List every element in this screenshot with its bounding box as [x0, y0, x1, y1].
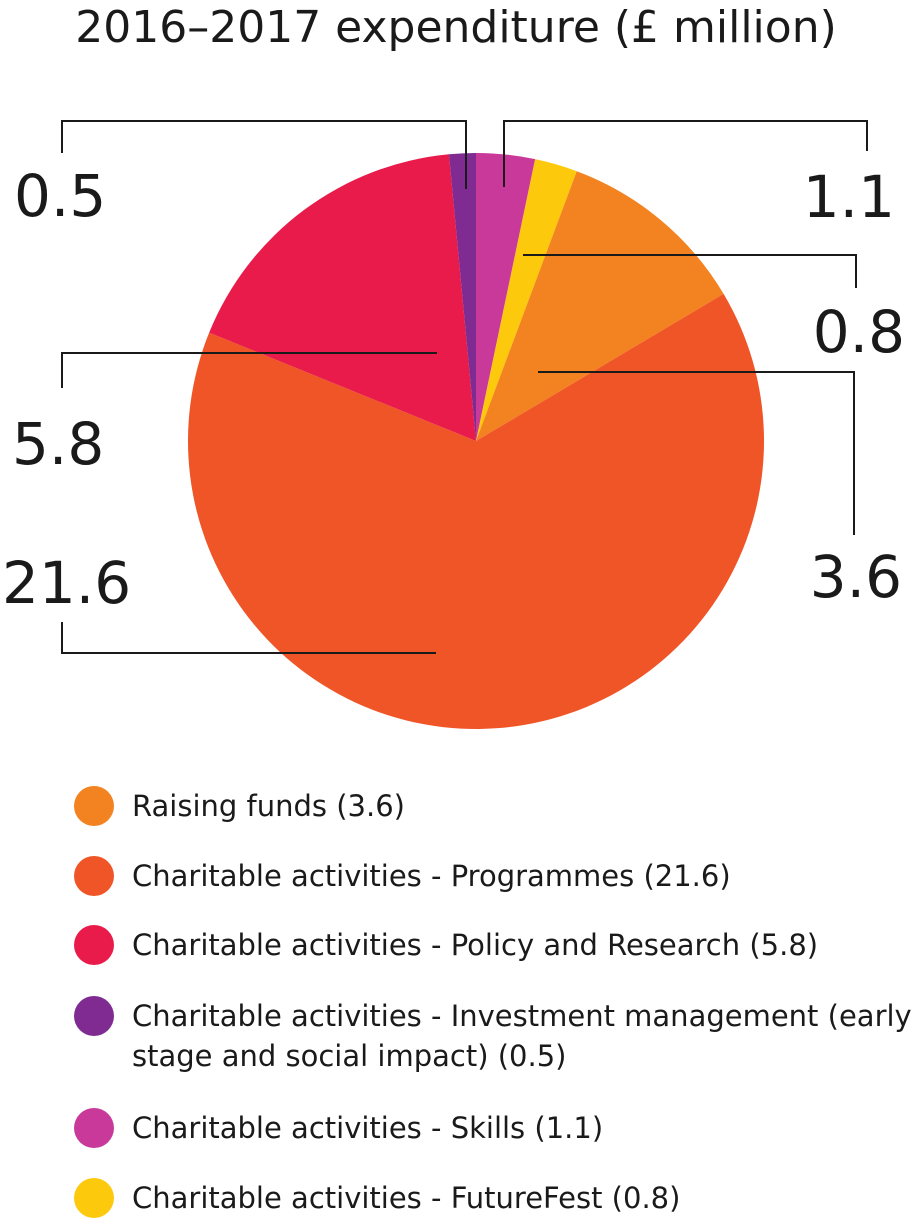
pie-slice-2	[476, 171, 724, 441]
legend-item: Charitable activities - FutureFest (0.8)	[74, 1178, 912, 1218]
legend-label: Charitable activities - Skills (1.1)	[132, 1111, 604, 1145]
leader-line-4	[61, 352, 437, 388]
legend-swatch	[74, 925, 114, 965]
legend-swatch	[74, 786, 114, 826]
legend-item: Charitable activities - Programmes (21.6…	[74, 856, 912, 896]
legend-item: Charitable activities - Investment manag…	[74, 996, 912, 1076]
leader-line-1	[523, 254, 857, 288]
pie-slice-4	[209, 154, 476, 441]
pie-chart: 1.1 0.8 3.6 21.6 5.8 0.5	[2, 120, 905, 729]
value-label-0: 1.1	[803, 163, 895, 231]
leader-line-2	[538, 371, 855, 535]
pie-slice-1	[476, 159, 577, 441]
value-labels: 1.1 0.8 3.6 21.6 5.8 0.5	[2, 162, 905, 617]
legend-label: Charitable activities - Programmes (21.6…	[132, 859, 731, 893]
value-label-4: 5.8	[12, 410, 104, 478]
legend-label: Charitable activities - Policy and Resea…	[132, 928, 819, 962]
pie-slice-3	[188, 293, 765, 729]
leader-line-3	[61, 622, 436, 654]
value-label-5: 0.5	[14, 162, 106, 230]
pie-slice-5	[448, 153, 476, 441]
legend-item: Charitable activities - Skills (1.1)	[74, 1108, 912, 1148]
value-label-3: 21.6	[2, 549, 131, 617]
chart-title: 2016–2017 expenditure (£ million)	[75, 2, 837, 53]
legend-swatch	[74, 856, 114, 896]
legend-swatch	[74, 1178, 114, 1218]
legend-label: Raising funds (3.6)	[132, 789, 405, 823]
legend-item: Raising funds (3.6)	[74, 786, 912, 826]
pie-slices	[188, 153, 765, 729]
pie-slice-0	[476, 153, 536, 441]
legend-label: Charitable activities - FutureFest (0.8)	[132, 1181, 681, 1215]
legend-label: Charitable activities - Investment manag…	[132, 999, 912, 1073]
legend-swatch	[74, 996, 114, 1036]
legend-swatch	[74, 1108, 114, 1148]
leader-line-5	[61, 120, 467, 189]
leader-line-0	[503, 120, 868, 187]
value-label-1: 0.8	[813, 298, 905, 366]
leader-lines	[61, 120, 868, 654]
value-label-2: 3.6	[810, 543, 902, 611]
legend-item: Charitable activities - Policy and Resea…	[74, 925, 912, 965]
